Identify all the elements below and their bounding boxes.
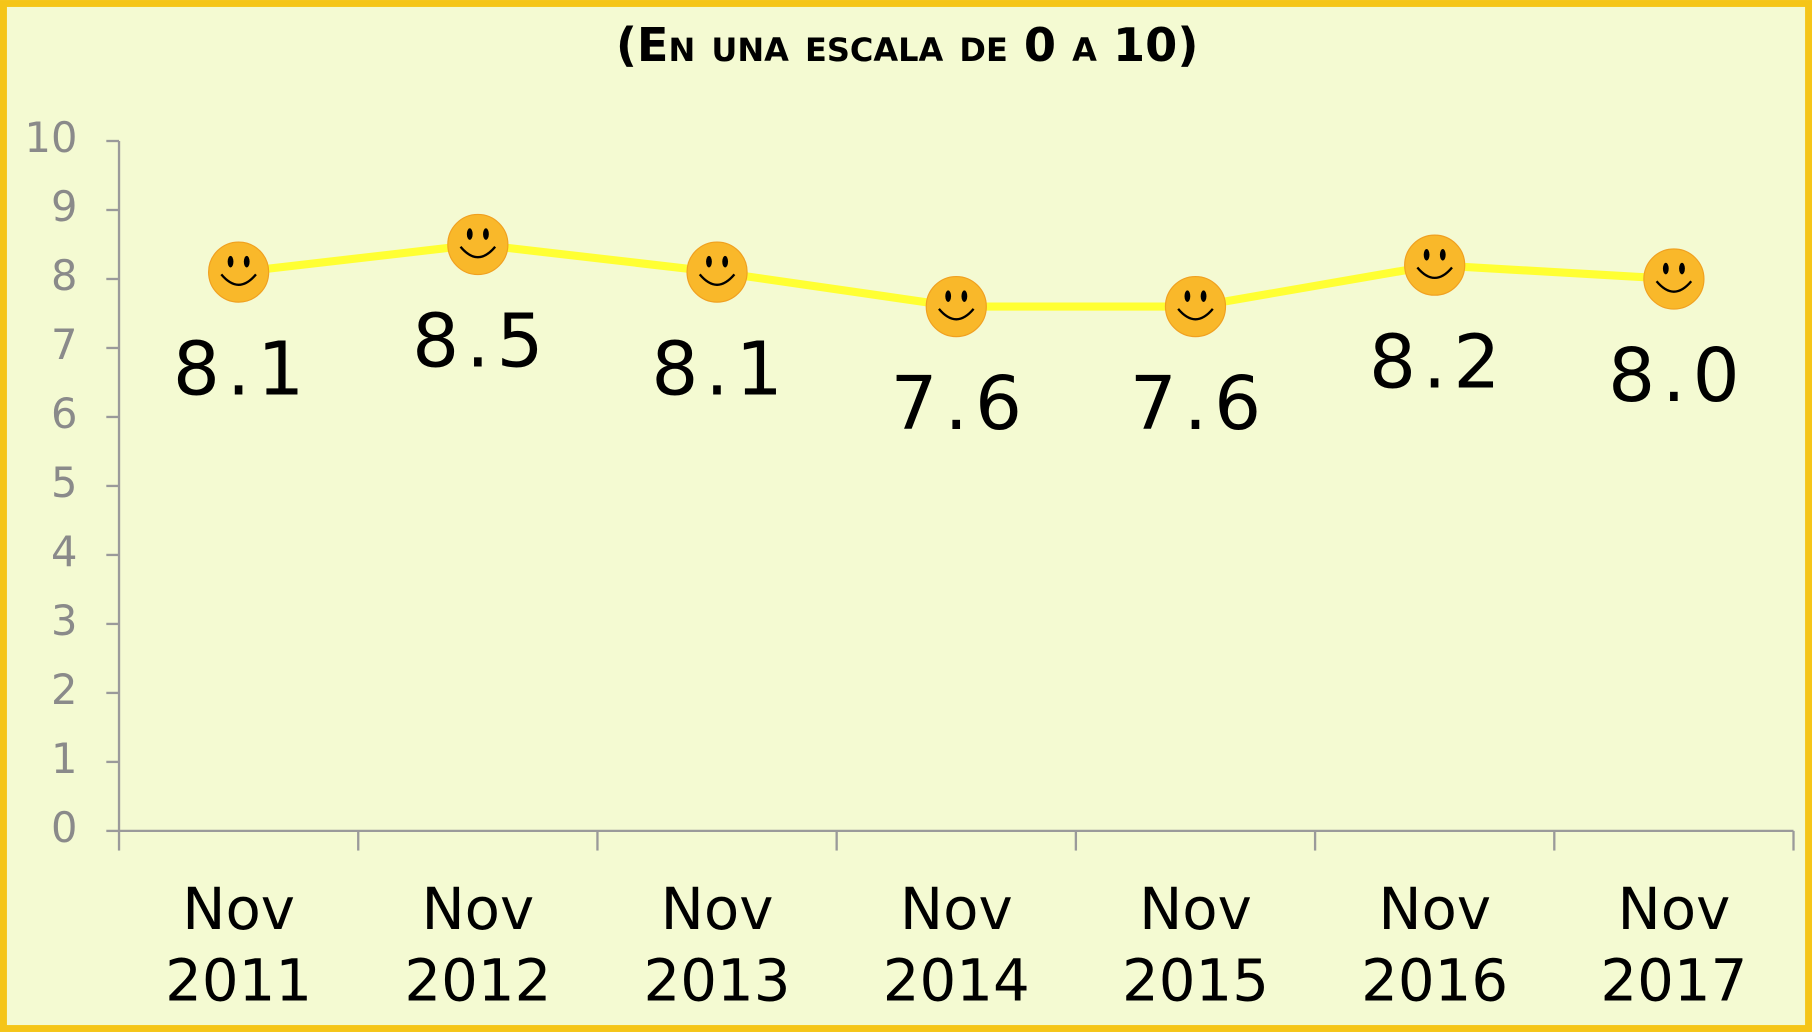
marker-smile: [220, 273, 257, 286]
marker-eye: [466, 228, 473, 240]
x-tick-label: Nov 2014: [883, 875, 1030, 1015]
marker-smile: [1655, 280, 1693, 293]
value-label: 8.5: [412, 299, 550, 385]
marker-smile: [1177, 308, 1214, 321]
marker-smile: [1416, 266, 1453, 280]
y-tick-label: 2: [51, 665, 77, 714]
y-tick-label: 8: [51, 251, 77, 300]
marker-eye: [706, 255, 712, 268]
marker-eye: [1184, 290, 1191, 302]
marker-smile: [459, 246, 497, 259]
marker-eye: [1423, 249, 1430, 261]
marker-eye: [483, 228, 489, 240]
marker-eye: [1200, 290, 1207, 302]
marker-face: [686, 241, 748, 303]
y-tick-label: 10: [24, 113, 77, 162]
marker-smile: [938, 308, 975, 321]
y-tick-label: 6: [51, 389, 77, 438]
smiley-marker: [447, 213, 509, 276]
chart-title: (En una escala de 0 a 10): [616, 18, 1199, 72]
y-tick-label: 5: [51, 458, 77, 507]
marker-face: [208, 241, 270, 303]
marker-eye: [1662, 262, 1669, 275]
marker-face: [1404, 234, 1466, 296]
smiley-marker: [1164, 275, 1227, 338]
marker-eye: [243, 255, 250, 268]
marker-eye: [722, 255, 729, 268]
marker-eye: [1439, 249, 1446, 261]
y-tick-label: 9: [51, 182, 77, 231]
y-tick-label: 0: [51, 803, 77, 852]
smiley-marker: [1643, 248, 1705, 310]
marker-smile: [698, 273, 736, 286]
value-label: 8.1: [173, 326, 311, 412]
value-label: 8.1: [651, 326, 789, 412]
smiley-marker: [925, 275, 987, 338]
x-tick-label: Nov 2015: [1122, 875, 1269, 1015]
value-label: 8.2: [1369, 319, 1507, 405]
marker-eye: [1679, 262, 1685, 275]
marker-face: [447, 213, 509, 276]
x-tick-label: Nov 2017: [1600, 875, 1747, 1015]
marker-eye: [227, 255, 234, 268]
x-tick-label: Nov 2016: [1361, 875, 1508, 1015]
y-tick-label: 3: [51, 596, 77, 645]
value-label: 7.6: [891, 361, 1029, 447]
smiley-marker: [686, 241, 748, 303]
value-label: 8.0: [1608, 333, 1746, 419]
value-label: 7.6: [1130, 361, 1268, 447]
marker-face: [925, 275, 987, 338]
y-tick-label: 4: [51, 527, 77, 576]
y-tick-label: 1: [51, 734, 77, 783]
marker-face: [1164, 275, 1227, 338]
y-tick-label: 7: [51, 320, 77, 369]
smiley-marker: [1404, 234, 1466, 296]
x-tick-label: Nov 2012: [404, 875, 551, 1015]
marker-eye: [945, 290, 952, 302]
smiley-marker: [208, 241, 270, 303]
marker-eye: [961, 290, 968, 302]
x-tick-label: Nov 2013: [644, 875, 791, 1015]
marker-face: [1643, 248, 1705, 310]
x-tick-label: Nov 2011: [165, 875, 312, 1015]
